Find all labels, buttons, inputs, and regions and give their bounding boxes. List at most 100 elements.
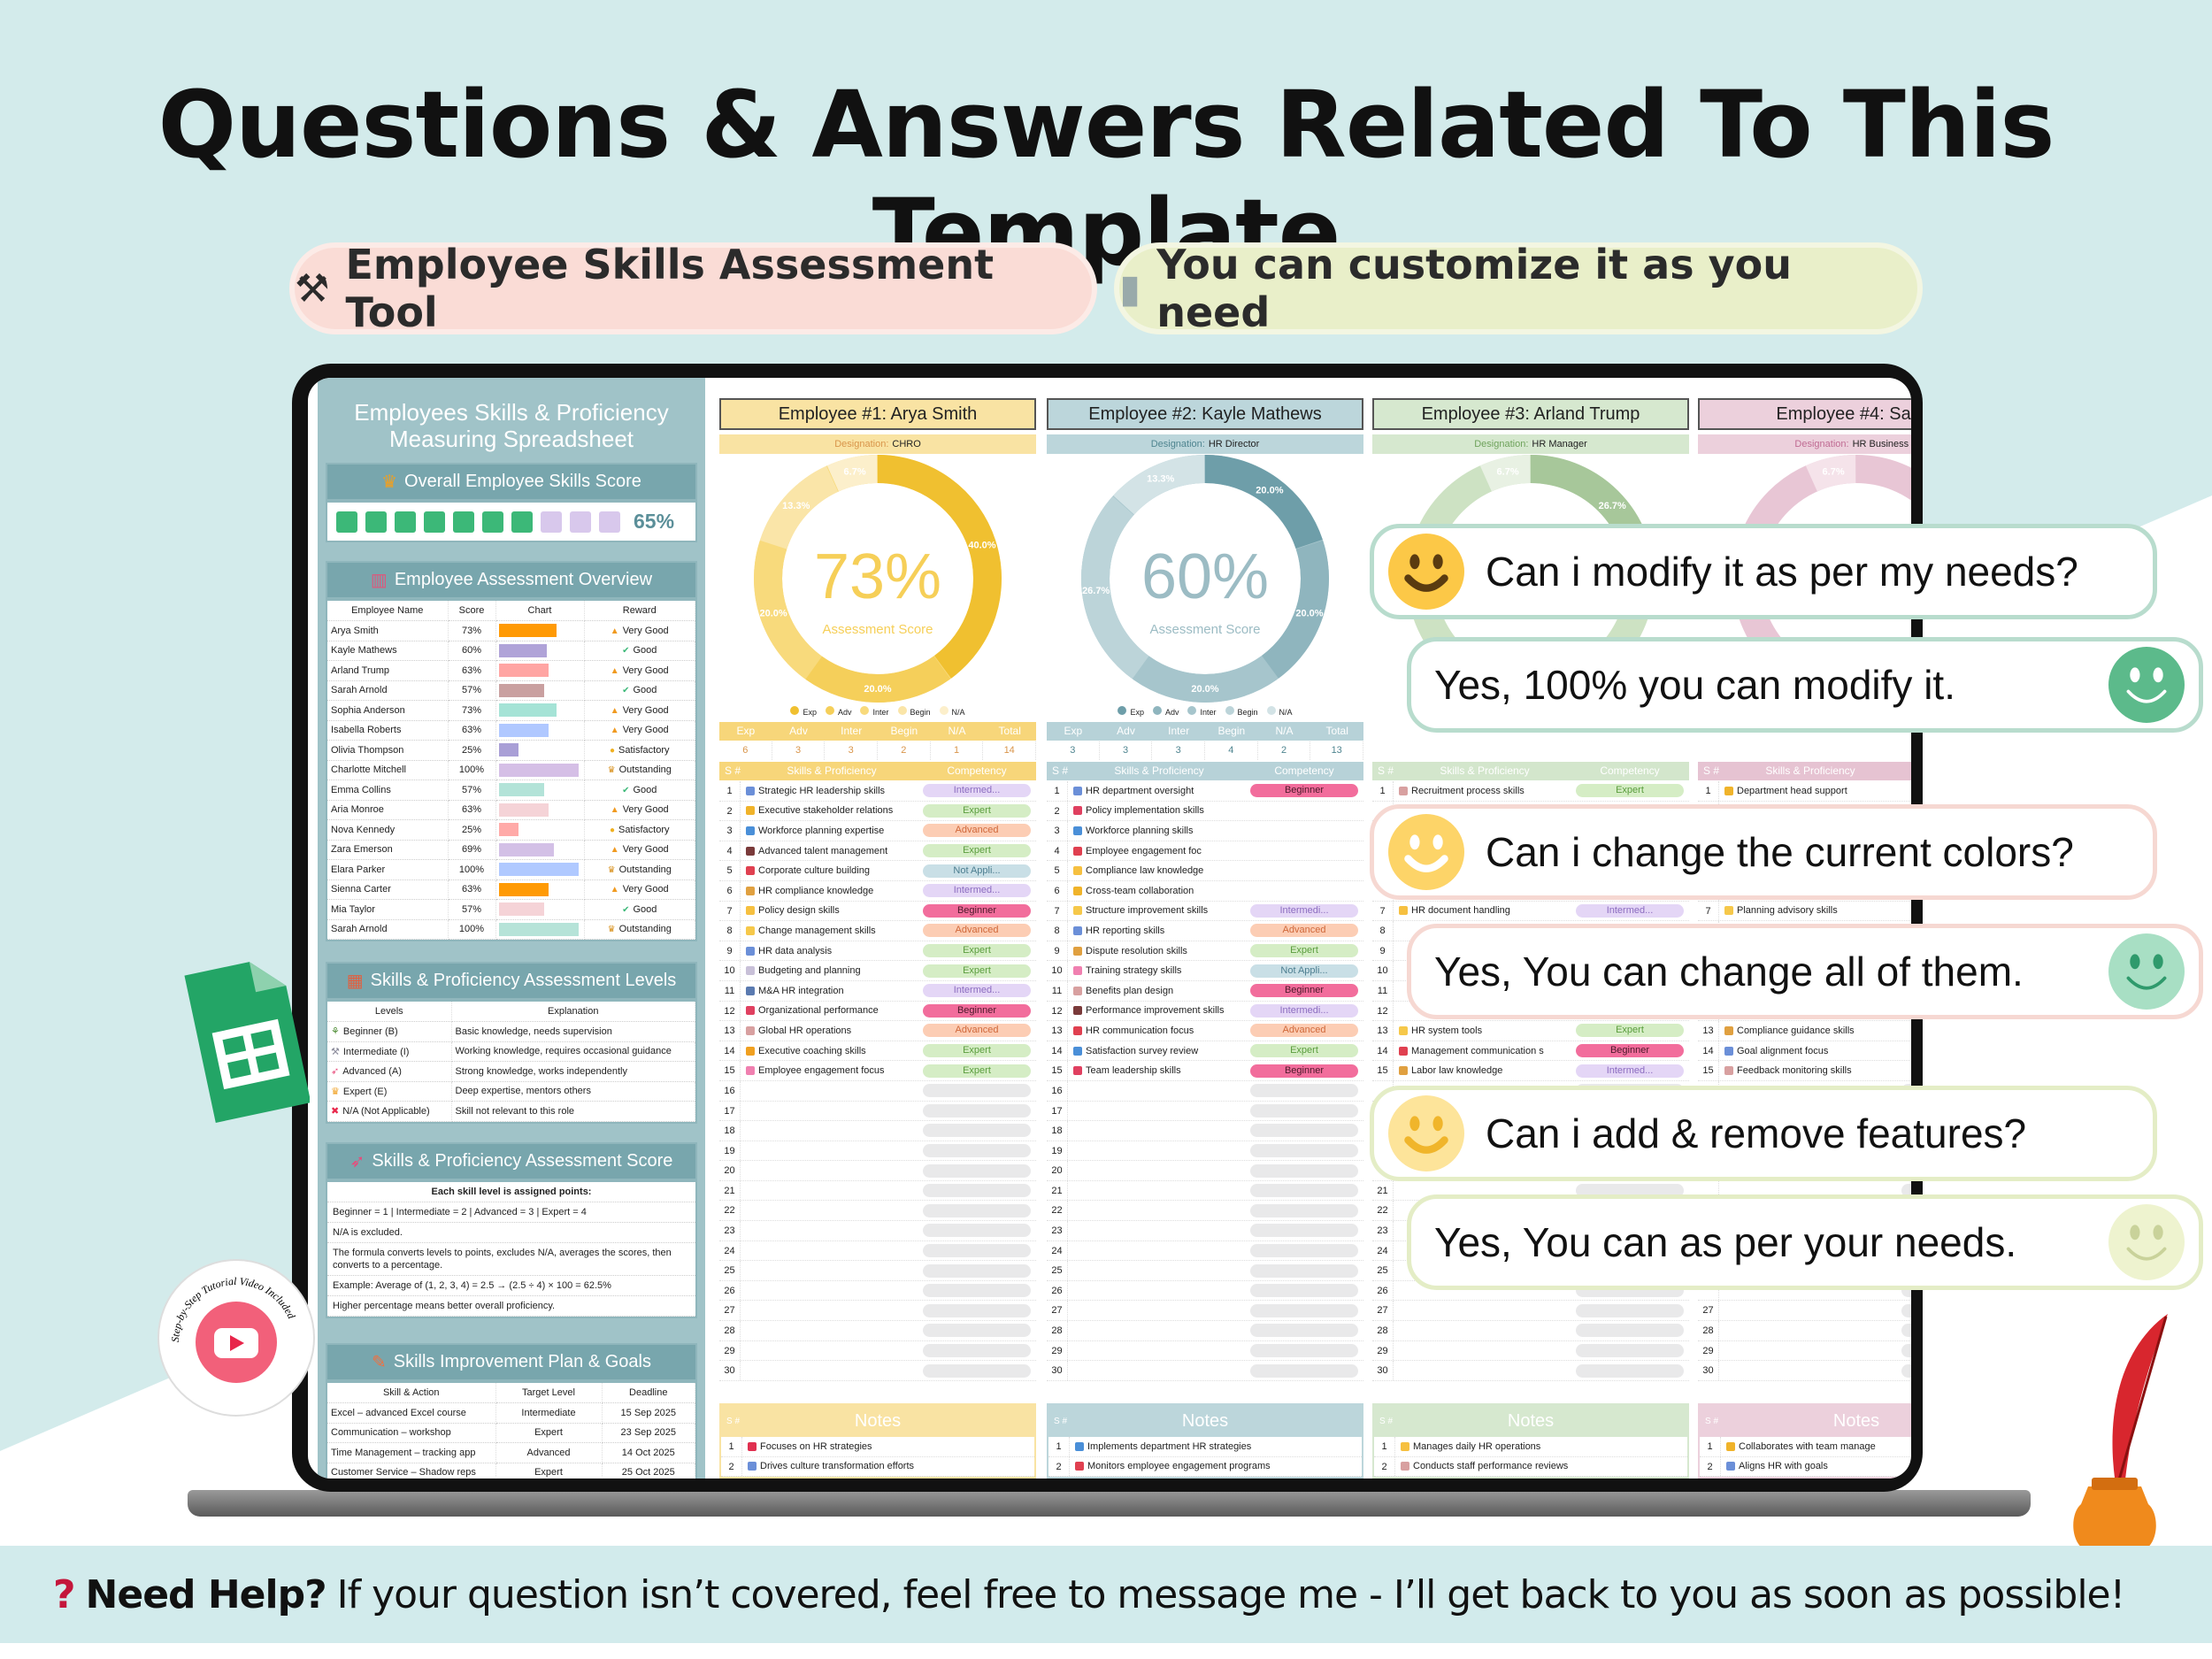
skill-row[interactable]: 20 (719, 1161, 1036, 1181)
skill-row[interactable]: 9 Dispute resolution skills Expert (1047, 941, 1363, 962)
skill-row[interactable]: 16 (1047, 1080, 1363, 1102)
skill-row[interactable]: 3 Workforce planning expertise Advanced (719, 821, 1036, 841)
competency-select[interactable] (1250, 1303, 1358, 1317)
skill-row[interactable]: 15 Labor law knowledge Intermed... (1372, 1061, 1689, 1081)
competency-select[interactable]: Expert (1250, 1044, 1358, 1058)
competency-select[interactable] (1250, 1343, 1358, 1357)
skill-row[interactable]: 7 Policy design skills Beginner (719, 901, 1036, 922)
competency-select[interactable] (1901, 1363, 1911, 1378)
skill-row[interactable]: 27 (1372, 1301, 1689, 1322)
competency-select[interactable] (923, 1224, 1031, 1238)
competency-select[interactable]: Advanced (1250, 924, 1358, 938)
competency-select[interactable]: Expert (923, 944, 1031, 958)
competency-select[interactable] (1901, 1324, 1911, 1338)
competency-select[interactable] (1901, 904, 1911, 918)
skill-row[interactable]: 24 (719, 1240, 1036, 1262)
skill-row[interactable]: 11 Benefits plan design Beginner (1047, 980, 1363, 1002)
competency-select[interactable]: Intermed... (923, 984, 1031, 998)
competency-select[interactable]: Intermed... (923, 784, 1031, 798)
skill-row[interactable]: 29 (719, 1340, 1036, 1362)
skill-row[interactable]: 18 (719, 1121, 1036, 1141)
competency-select[interactable] (1250, 1124, 1358, 1138)
competency-select[interactable]: Advanced (923, 924, 1031, 938)
competency-select[interactable] (1250, 844, 1358, 857)
skill-row[interactable]: 23 (1047, 1221, 1363, 1241)
competency-select[interactable]: Beginner (1250, 784, 1358, 798)
skill-row[interactable]: 14 Satisfaction survey review Expert (1047, 1041, 1363, 1062)
skill-row[interactable]: 29 (1698, 1340, 1911, 1362)
competency-select[interactable] (923, 1343, 1031, 1357)
skill-row[interactable]: 28 (719, 1321, 1036, 1341)
competency-select[interactable] (1250, 884, 1358, 897)
competency-select[interactable] (1250, 1103, 1358, 1118)
skill-row[interactable]: 24 (1047, 1240, 1363, 1262)
competency-select[interactable] (1250, 1284, 1358, 1298)
skill-row[interactable]: 13 HR communication focus Advanced (1047, 1021, 1363, 1041)
competency-select[interactable] (1901, 1024, 1911, 1037)
skill-row[interactable]: 13 HR system tools Expert (1372, 1021, 1689, 1041)
skill-row[interactable]: 30 (1047, 1361, 1363, 1381)
competency-select[interactable] (1250, 824, 1358, 837)
table-row[interactable]: Isabella Roberts 63% ▲ Very Good (327, 720, 695, 741)
skill-row[interactable]: 9 HR data analysis Expert (719, 941, 1036, 962)
skill-row[interactable]: 21 (1047, 1180, 1363, 1202)
skill-row[interactable]: 7 Planning advisory skills (1698, 901, 1911, 922)
skill-row[interactable]: 10 Training strategy skills Not Appli... (1047, 961, 1363, 981)
skill-row[interactable]: 2 Executive stakeholder relations Expert (719, 801, 1036, 822)
competency-select[interactable] (923, 1284, 1031, 1298)
competency-select[interactable] (1250, 1324, 1358, 1338)
competency-select[interactable]: Expert (1250, 944, 1358, 958)
skill-row[interactable]: 26 (719, 1280, 1036, 1302)
skill-row[interactable]: 12 Organizational performance Beginner (719, 1001, 1036, 1022)
note-row[interactable]: 2 Drives culture transformation efforts (721, 1456, 1034, 1478)
skill-row[interactable]: 7 Structure improvement skills Intermedi..… (1047, 901, 1363, 922)
competency-select[interactable] (1901, 1303, 1911, 1317)
competency-select[interactable] (1901, 1284, 1911, 1298)
note-row[interactable]: 2 Aligns HR with goals (1700, 1456, 1911, 1478)
skill-row[interactable]: 15 Employee engagement focus Expert (719, 1061, 1036, 1081)
competency-select[interactable]: Intermed... (923, 884, 1031, 898)
skill-row[interactable]: 25 (1047, 1261, 1363, 1281)
competency-select[interactable]: Intermedi... (1250, 903, 1358, 918)
skill-row[interactable]: 22 (719, 1201, 1036, 1222)
table-row[interactable]: Excel – advanced Excel course Intermediat… (327, 1402, 695, 1424)
competency-select[interactable] (923, 1303, 1031, 1317)
note-row[interactable]: 1 Focuses on HR strategies (721, 1437, 1034, 1457)
table-row[interactable]: Time Management – tracking app Advanced 14… (327, 1442, 695, 1463)
competency-select[interactable] (923, 1243, 1031, 1257)
table-row[interactable]: Customer Service – Shadow reps Expert 25 O… (327, 1463, 695, 1479)
skill-row[interactable]: 3 Workforce planning skills (1047, 821, 1363, 841)
competency-select[interactable] (1250, 1224, 1358, 1238)
skill-row[interactable]: 22 (1047, 1201, 1363, 1222)
table-row[interactable]: Emma Collins 57% ✔ Good (327, 780, 695, 801)
skill-row[interactable]: 12 Performance improvement skills Intermed… (1047, 1001, 1363, 1022)
table-row[interactable]: Nova Kennedy 25% ● Satisfactory (327, 819, 695, 841)
table-row[interactable]: Olivia Thompson 25% ● Satisfactory (327, 740, 695, 761)
skill-row[interactable]: 30 (719, 1361, 1036, 1381)
skill-row[interactable]: 5 Compliance law knowledge (1047, 861, 1363, 881)
skill-row[interactable]: 16 (719, 1080, 1036, 1102)
skill-row[interactable]: 19 (1047, 1141, 1363, 1162)
competency-select[interactable] (1576, 1303, 1684, 1317)
competency-select[interactable]: Expert (923, 844, 1031, 858)
competency-select[interactable]: Advanced (923, 1024, 1031, 1038)
competency-select[interactable] (1250, 1164, 1358, 1178)
table-row[interactable]: Communication – workshop Expert 23 Sep 202… (327, 1423, 695, 1443)
competency-select[interactable]: Advanced (923, 824, 1031, 838)
competency-select[interactable] (923, 1203, 1031, 1217)
competency-select[interactable] (923, 1324, 1031, 1338)
skill-row[interactable]: 29 (1372, 1340, 1689, 1362)
skill-row[interactable]: 14 Goal alignment focus (1698, 1041, 1911, 1062)
competency-select[interactable]: Expert (1576, 784, 1684, 798)
skill-row[interactable]: 8 HR reporting skills Advanced (1047, 921, 1363, 941)
competency-select[interactable]: Expert (923, 803, 1031, 818)
table-row[interactable]: Sophia Anderson 73% ▲ Very Good (327, 700, 695, 721)
note-row[interactable]: 1 Collaborates with team manage (1700, 1437, 1911, 1457)
skill-row[interactable]: 30 (1372, 1361, 1689, 1381)
skill-row[interactable]: 21 (719, 1180, 1036, 1202)
competency-select[interactable]: Not Appli... (923, 864, 1031, 878)
table-row[interactable]: Sarah Arnold 57% ✔ Good (327, 680, 695, 701)
table-row[interactable]: Elara Parker 100% ♛ Outstanding (327, 859, 695, 880)
skill-row[interactable]: 19 (719, 1141, 1036, 1162)
competency-select[interactable] (1250, 1203, 1358, 1217)
